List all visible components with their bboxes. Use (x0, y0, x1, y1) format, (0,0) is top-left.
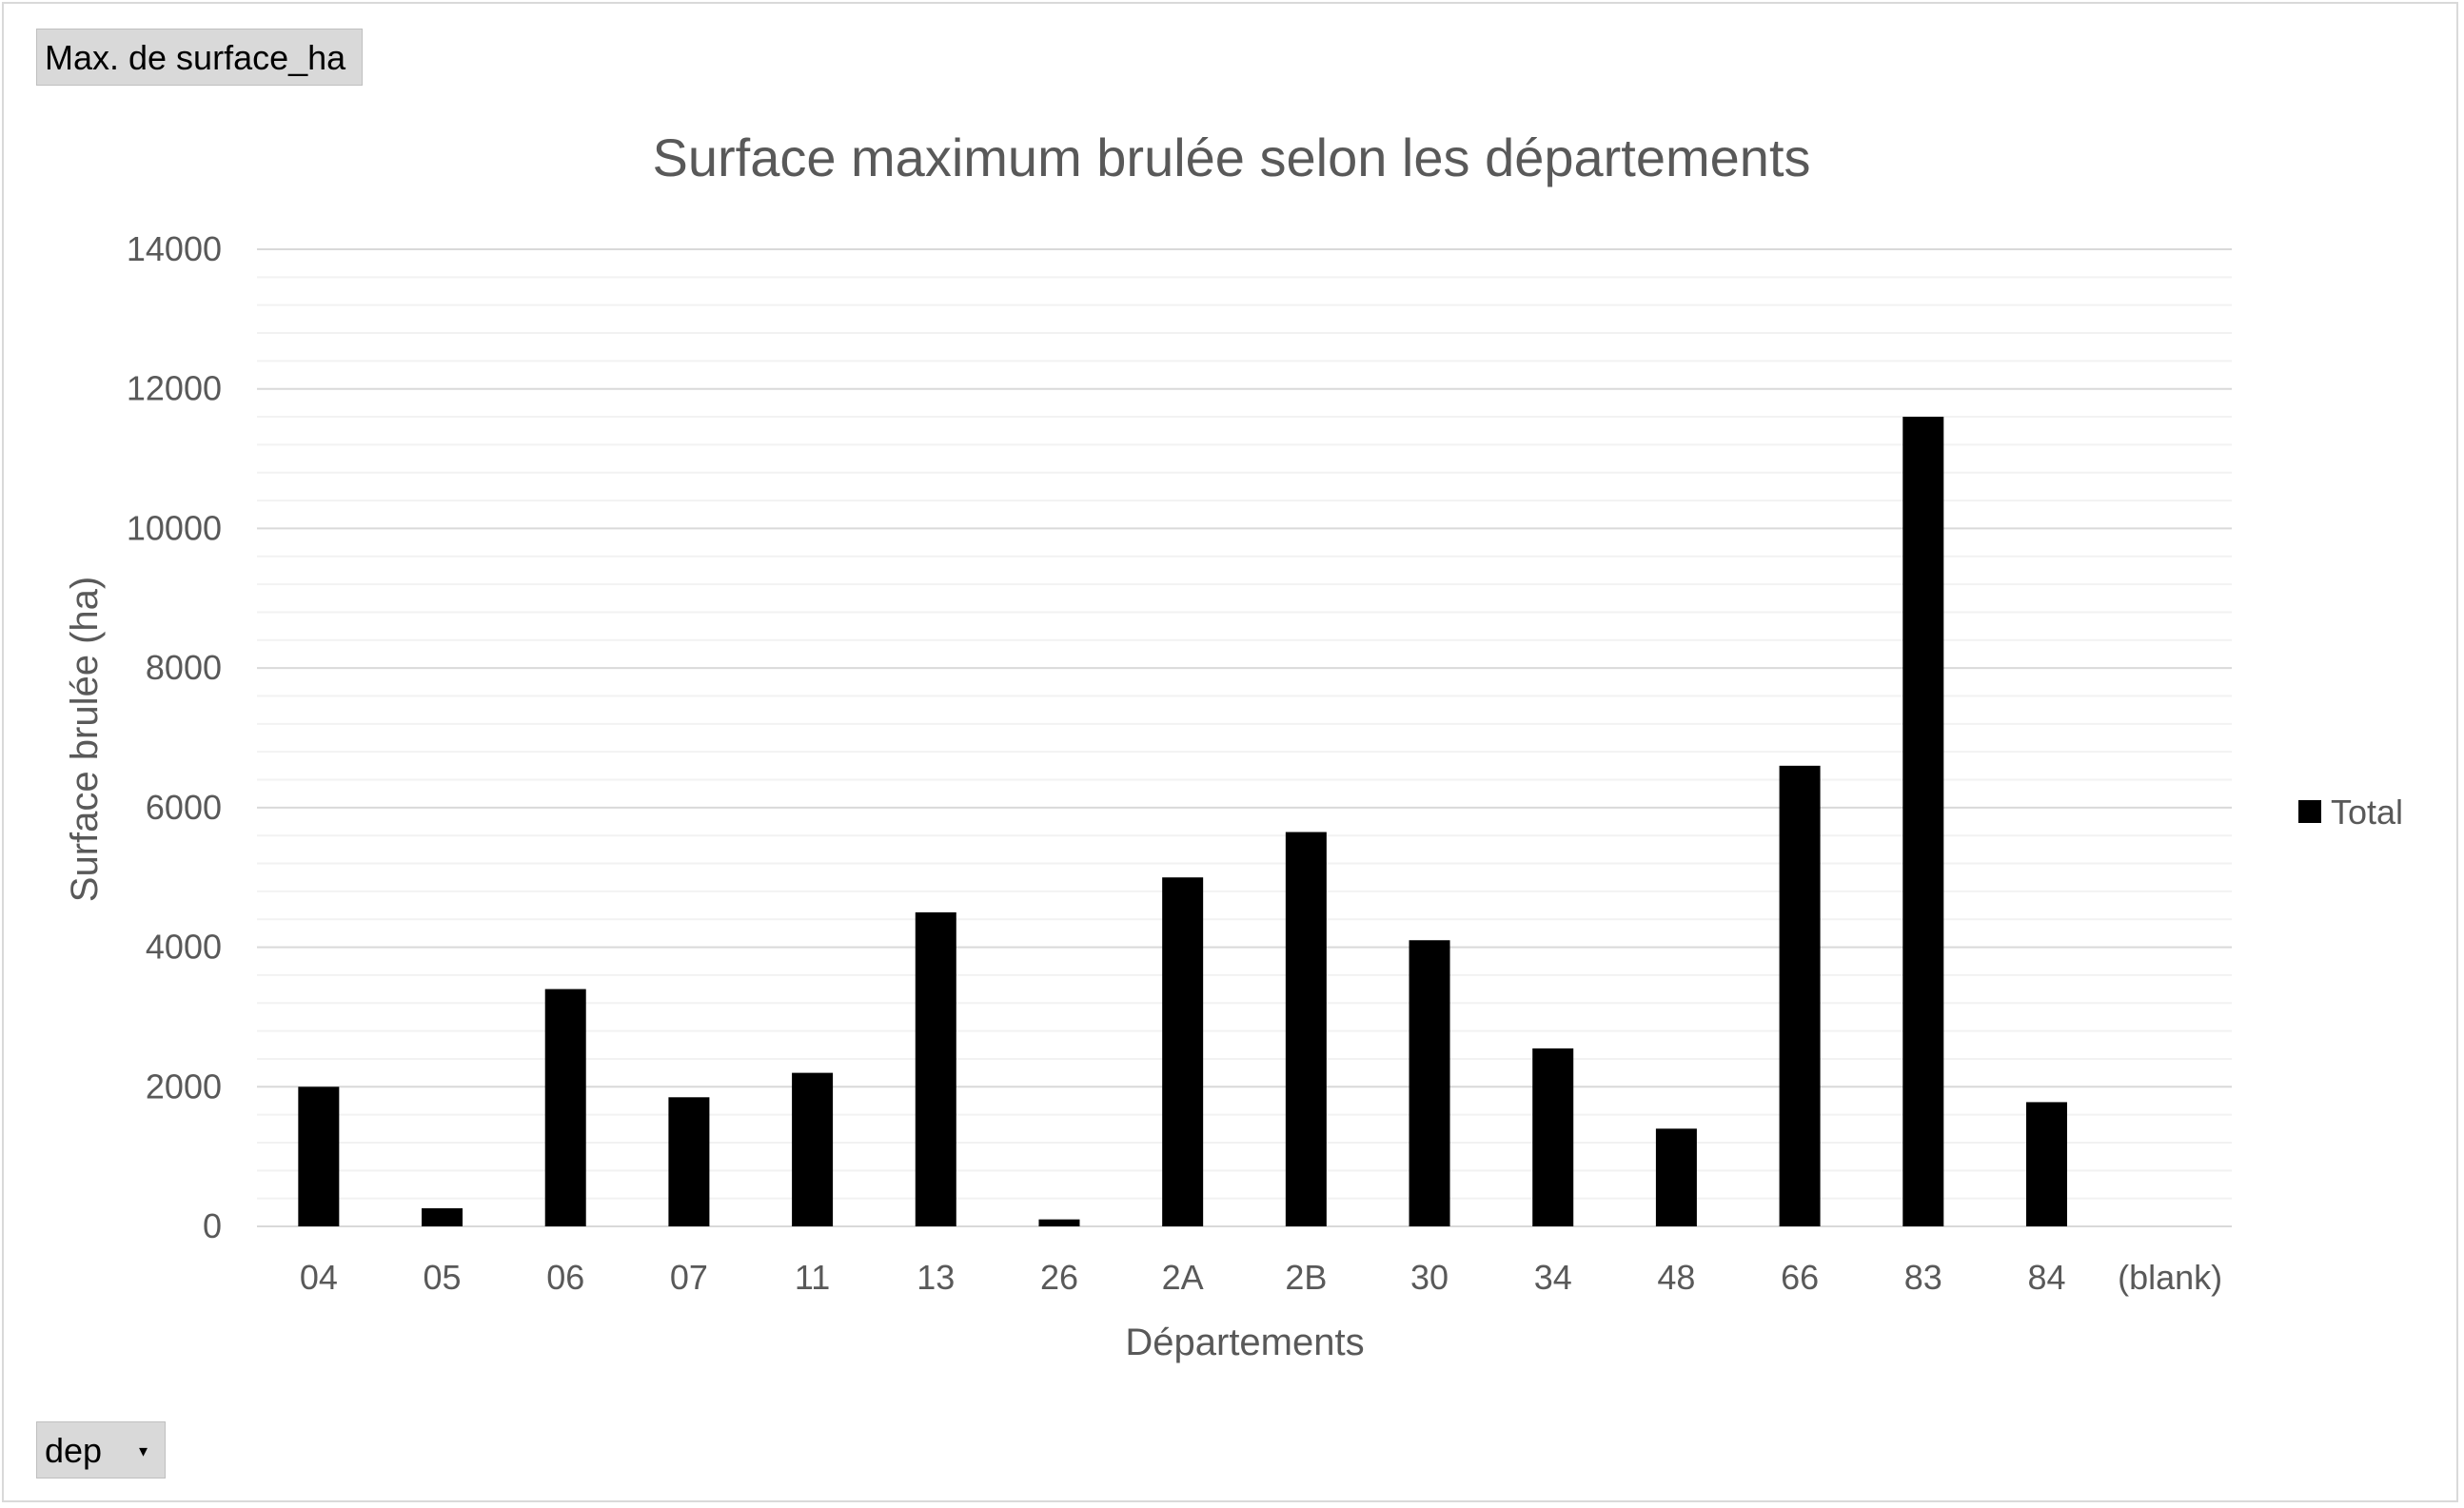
chart-title: Surface maximum brulée selon les départe… (652, 127, 1810, 187)
y-tick-label: 2000 (146, 1067, 222, 1106)
pivot-value-field-button[interactable]: Max. de surface_ha (36, 29, 363, 86)
bar-04[interactable] (298, 1087, 340, 1226)
gridlines (257, 248, 2232, 1227)
x-tick-label: 11 (795, 1258, 830, 1297)
y-tick-label: 6000 (146, 788, 222, 827)
bar-2A[interactable] (1162, 877, 1204, 1226)
x-tick-labels: 04 05 06 07 11 13 26 2A 2B 30 34 48 66 83 84 (blank) (300, 1258, 2222, 1297)
y-tick-labels: 0 2000 4000 6000 8000 10000 12000 14000 (127, 229, 222, 1245)
bar-26[interactable] (1038, 1219, 1080, 1226)
bar-34[interactable] (1532, 1048, 1574, 1226)
x-tick-label: 66 (1781, 1258, 1819, 1297)
y-tick-label: 10000 (127, 508, 222, 547)
x-tick-label: 26 (1040, 1258, 1078, 1297)
bar-05[interactable] (422, 1207, 463, 1226)
bar-13[interactable] (915, 911, 956, 1226)
x-tick-label: 2A (1162, 1258, 1204, 1297)
y-tick-label: 4000 (146, 928, 222, 967)
x-tick-label: 2B (1285, 1258, 1327, 1297)
axis-field-label: dep (45, 1431, 103, 1470)
bar-48[interactable] (1655, 1128, 1697, 1226)
bar-30[interactable] (1409, 940, 1450, 1226)
x-tick-label: 48 (1657, 1258, 1695, 1297)
bar-2B[interactable] (1285, 832, 1327, 1226)
bar-83[interactable] (1902, 417, 1944, 1226)
y-tick-label: 8000 (146, 648, 222, 687)
x-tick-label: 13 (917, 1258, 955, 1297)
x-tick-label: 83 (1904, 1258, 1942, 1297)
bar-06[interactable] (544, 989, 586, 1226)
bar-84[interactable] (2025, 1102, 2067, 1226)
y-tick-label: 0 (203, 1206, 222, 1245)
x-tick-label: 34 (1534, 1258, 1572, 1297)
y-tick-label: 14000 (127, 229, 222, 268)
y-axis-label: Surface brulée (ha) (64, 577, 106, 902)
x-axis-label: Départements (1125, 1322, 1364, 1363)
dropdown-arrow-icon[interactable]: ▾ (138, 1441, 148, 1460)
bar-11[interactable] (792, 1072, 834, 1226)
x-tick-label: 84 (2027, 1258, 2065, 1297)
legend-label: Total (2331, 793, 2403, 832)
bar-66[interactable] (1779, 765, 1821, 1226)
legend: Total (2298, 793, 2403, 832)
bars (298, 417, 2067, 1226)
y-tick-label: 12000 (127, 369, 222, 408)
bar-07[interactable] (668, 1097, 710, 1226)
legend-swatch (2298, 800, 2321, 823)
x-tick-label: 04 (300, 1258, 338, 1297)
x-tick-label: (blank) (2118, 1258, 2222, 1297)
x-tick-label: 05 (424, 1258, 462, 1297)
x-tick-label: 30 (1410, 1258, 1449, 1297)
pivot-axis-field-button[interactable]: dep ▾ (36, 1421, 166, 1479)
x-tick-label: 06 (546, 1258, 584, 1297)
x-tick-label: 07 (670, 1258, 708, 1297)
